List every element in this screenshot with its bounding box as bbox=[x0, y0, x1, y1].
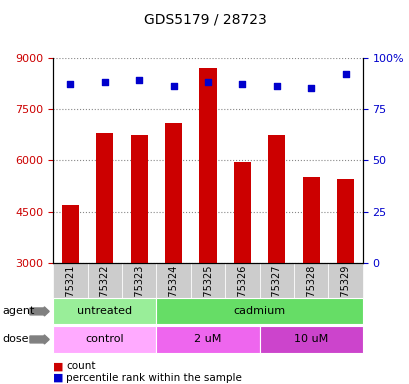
Text: 2 uM: 2 uM bbox=[194, 334, 221, 344]
Text: 10 uM: 10 uM bbox=[293, 334, 328, 344]
Point bbox=[170, 83, 177, 89]
Bar bbox=[233, 162, 250, 263]
Text: percentile rank within the sample: percentile rank within the sample bbox=[66, 373, 242, 383]
Text: GDS5179 / 28723: GDS5179 / 28723 bbox=[143, 12, 266, 26]
Bar bbox=[336, 179, 353, 263]
Text: agent: agent bbox=[2, 306, 34, 316]
Text: control: control bbox=[85, 334, 124, 344]
Text: ■: ■ bbox=[53, 361, 64, 371]
Bar bbox=[130, 135, 148, 263]
Bar bbox=[199, 68, 216, 263]
Text: untreated: untreated bbox=[77, 306, 132, 316]
Bar bbox=[165, 122, 182, 263]
Point bbox=[238, 81, 245, 88]
Point bbox=[67, 81, 74, 88]
Point bbox=[101, 79, 108, 85]
Point bbox=[273, 83, 279, 89]
Text: cadmium: cadmium bbox=[233, 306, 285, 316]
Point bbox=[342, 71, 348, 77]
Point bbox=[136, 77, 142, 83]
Bar bbox=[302, 177, 319, 263]
Bar bbox=[267, 135, 285, 263]
Bar bbox=[62, 205, 79, 263]
Point bbox=[204, 79, 211, 85]
Bar bbox=[96, 133, 113, 263]
Text: count: count bbox=[66, 361, 96, 371]
Point bbox=[307, 85, 314, 91]
Text: ■: ■ bbox=[53, 373, 64, 383]
Text: dose: dose bbox=[2, 334, 29, 344]
